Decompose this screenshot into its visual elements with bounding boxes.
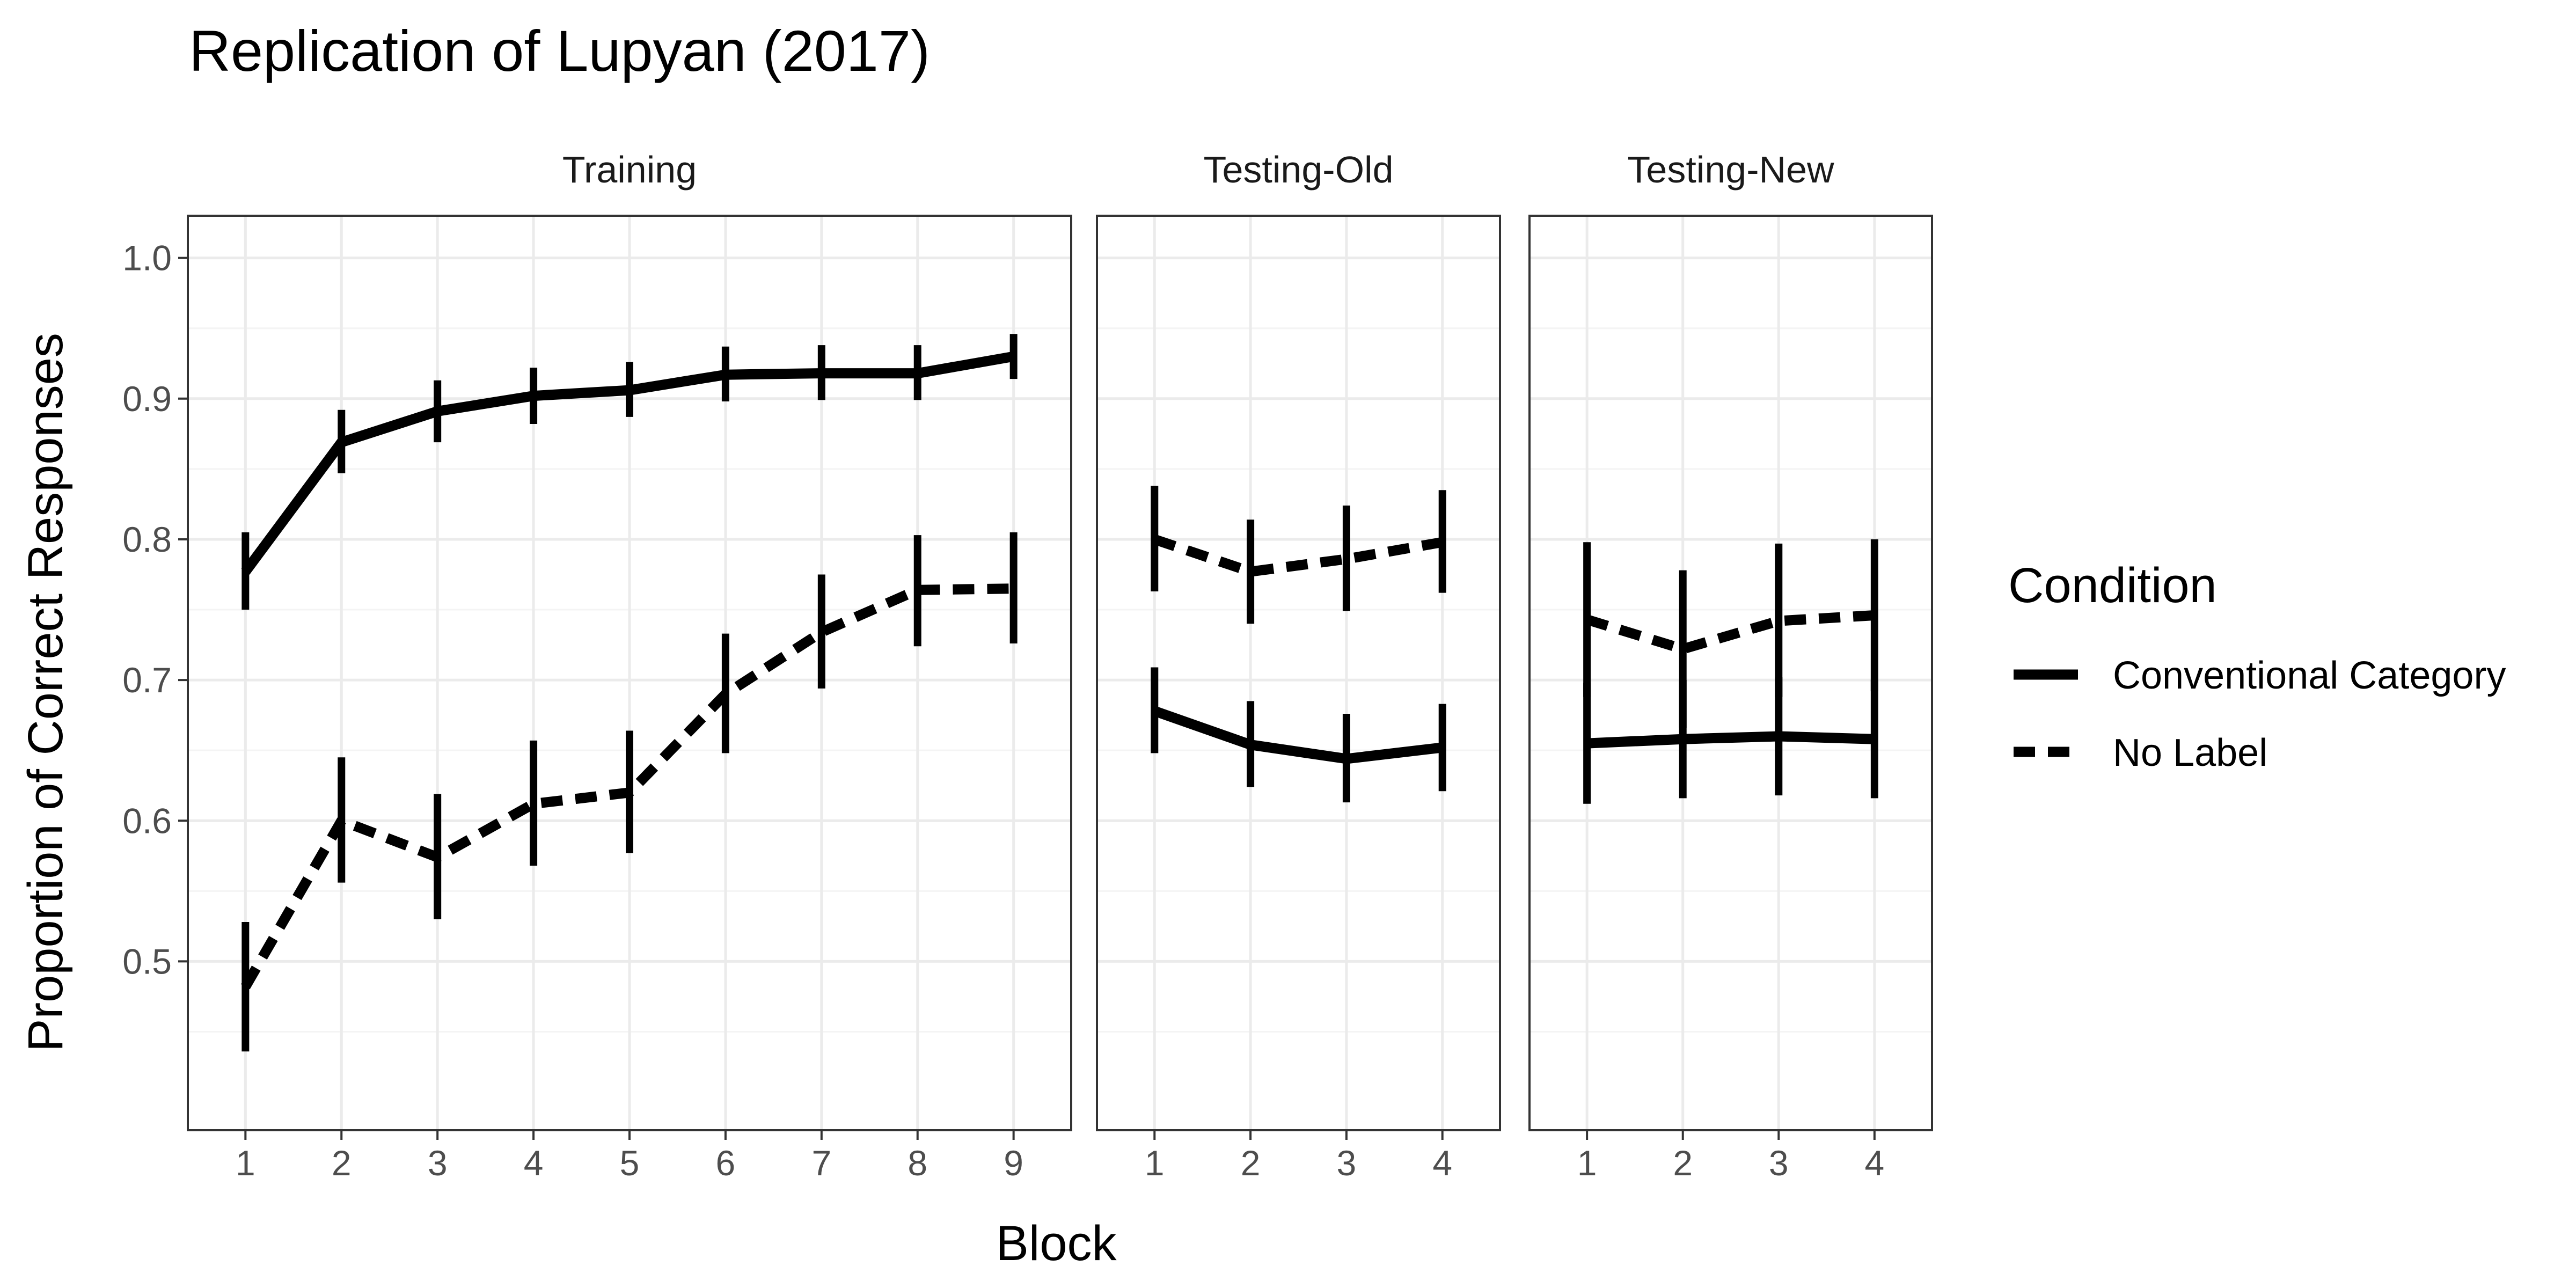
strip-label-testing-new: Testing-New (1627, 149, 1834, 191)
series-line-conventional-category (1153, 706, 1443, 764)
strip-label-training: Training (562, 149, 697, 191)
x-tick-label: 2 (1673, 1143, 1693, 1183)
legend-title: Condition (2008, 558, 2217, 613)
x-tick-label: 7 (811, 1143, 831, 1183)
panel-testing-new: Testing-New 1 2 3 4 (1528, 149, 1933, 1183)
y-tick-label: 0.8 (122, 519, 172, 559)
x-tick-label: 4 (1864, 1143, 1884, 1183)
x-tick-label: 1 (1145, 1143, 1165, 1183)
facet-panels: Training 1 2 3 4 5 6 7 8 9 0.5 0.6 0.7 0.8 0.9 1.0 Testi… (122, 149, 1933, 1183)
x-tick-label: 2 (332, 1143, 352, 1183)
y-tick-label: 0.5 (122, 941, 172, 981)
x-tick-label: 9 (1004, 1143, 1023, 1183)
panel-border-testing-old (1096, 215, 1501, 1131)
x-tick-label: 6 (716, 1143, 736, 1183)
x-tick-label: 1 (1577, 1143, 1597, 1183)
series-line-conventional-category (241, 351, 1015, 575)
y-tick-label: 0.9 (122, 379, 172, 419)
x-axis-title: Block (996, 1216, 1117, 1271)
x-tick-label: 4 (524, 1143, 544, 1183)
legend: Condition Conventional Category No Label (2008, 558, 2506, 774)
series-line-no-label (1585, 610, 1875, 654)
x-tick-label: 3 (1337, 1143, 1357, 1183)
x-tick-label: 5 (620, 1143, 640, 1183)
panel-border-testing-new (1528, 215, 1933, 1131)
series-line-no-label (241, 583, 1014, 990)
series-line-conventional-category (1586, 731, 1875, 749)
legend-label-conventional-category: Conventional Category (2113, 654, 2506, 697)
y-axis-title: Proportion of Correct Responses (18, 333, 73, 1052)
x-tick-label: 3 (428, 1143, 448, 1183)
x-tick-label: 2 (1241, 1143, 1261, 1183)
legend-label-no-label: No Label (2113, 731, 2267, 774)
strip-label-testing-old: Testing-Old (1203, 149, 1393, 191)
y-tick-label: 1.0 (122, 238, 172, 278)
x-tick-label: 3 (1769, 1143, 1789, 1183)
series-line-no-label (1153, 534, 1444, 577)
x-tick-label: 8 (908, 1143, 927, 1183)
x-tick-label: 4 (1432, 1143, 1452, 1183)
panel-training: Training 1 2 3 4 5 6 7 8 9 0.5 0.6 0.7 0.8 0.9 1.0 (122, 149, 1072, 1183)
chart-title: Replication of Lupyan (2017) (189, 18, 930, 83)
x-tick-label: 1 (236, 1143, 255, 1183)
y-tick-label: 0.7 (122, 660, 172, 700)
panel-testing-old: Testing-Old 1 2 3 4 (1096, 149, 1501, 1183)
y-tick-label: 0.6 (122, 801, 172, 840)
